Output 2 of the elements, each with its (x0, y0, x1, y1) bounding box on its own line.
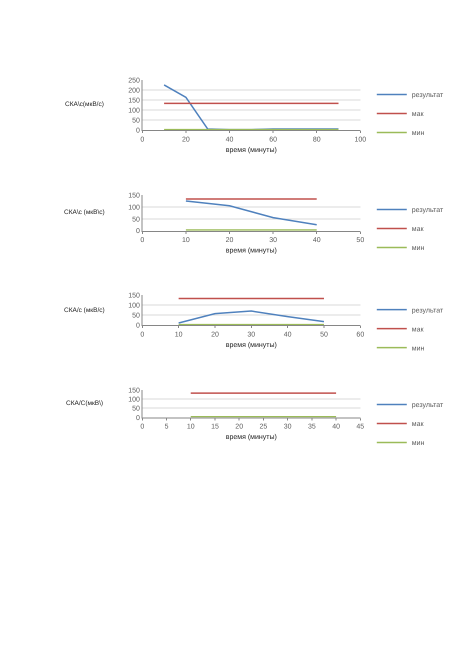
line-series (178, 310, 325, 324)
line-series (185, 200, 318, 226)
